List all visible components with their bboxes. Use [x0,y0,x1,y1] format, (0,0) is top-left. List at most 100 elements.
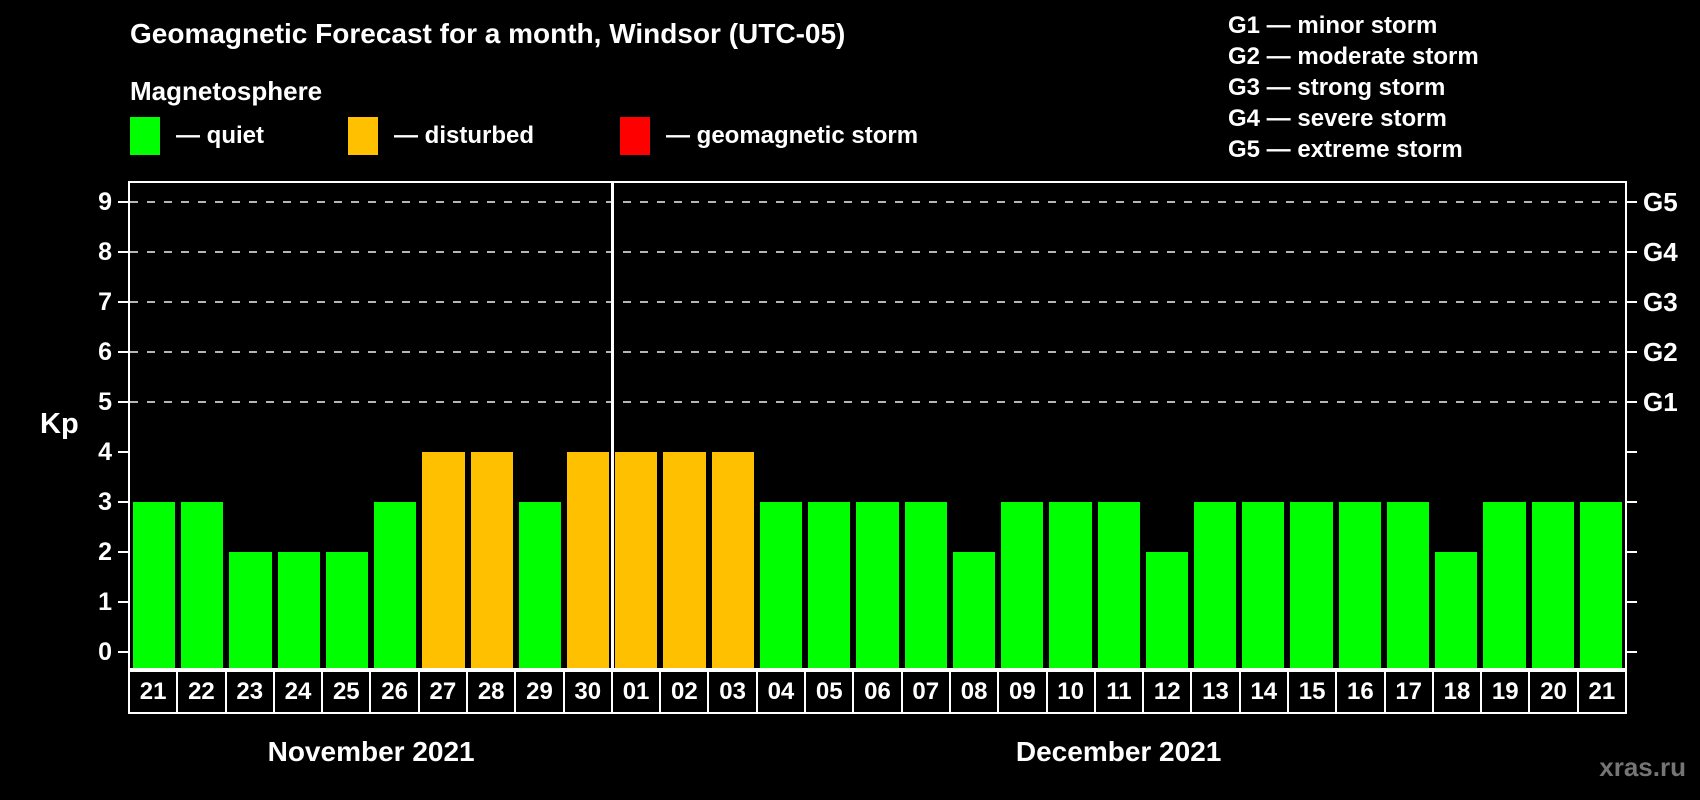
y-axis-tick-left [118,201,128,203]
y-tick-label: 0 [98,638,112,666]
kp-bar-day-08 [952,552,996,668]
y-axis-tick-right [1627,401,1637,403]
y-axis-tick-left [118,551,128,553]
y-tick-label: 4 [98,438,112,466]
day-label: 21 [1576,670,1625,714]
gridline-kp8 [130,251,1625,253]
kp-bar-day-01 [615,452,658,668]
legend-swatch-quiet [130,117,160,155]
plot-area: 0 1 2 3 4 5 6 7 8 9 G1 G2 G3 G4 G5 [98,181,1678,670]
day-label: 09 [997,670,1046,714]
kp-bar-day-14 [1242,502,1285,668]
page-title: Geomagnetic Forecast for a month, Windso… [130,18,846,49]
y-axis-tick-right [1627,451,1637,453]
day-label: 04 [755,670,805,714]
legend-item-storm: — geomagnetic storm [620,114,918,158]
day-label: 15 [1286,670,1336,714]
legend-item-quiet: — quiet [130,114,264,158]
y-tick-label: 1 [98,588,112,616]
day-label: 03 [707,670,756,714]
gridline-kp5 [130,401,1625,403]
kp-bar-day-04 [759,502,803,668]
day-label: 22 [176,670,225,714]
g-legend-line-5: G5 — extreme storm [1228,136,1463,163]
y-tick-label: 7 [98,288,112,316]
y-axis-tick-right [1627,351,1637,353]
y-tick-label: 2 [98,538,112,566]
kp-bar-day-20 [1531,502,1574,668]
day-label: 07 [900,670,949,714]
gridline-kp6 [130,351,1625,353]
watermark: xras.ru [1599,752,1686,782]
legend-label-quiet: — quiet [176,122,264,149]
g-axis-label-g2: G2 [1643,337,1678,367]
day-label: 24 [272,670,322,714]
x-axis-day-labels: 21 22 23 24 25 26 27 28 29 30 01 02 03 04 05 06 07 08 09 10… [128,670,1627,714]
y-axis-tick-right [1627,251,1637,253]
y-axis-tick-right [1627,201,1637,203]
y-axis-tick-right [1627,301,1637,303]
kp-bar-day-17 [1386,502,1430,668]
kp-bar-day-13 [1193,502,1237,668]
kp-bar-day-09 [1001,502,1044,668]
day-label: 02 [659,670,708,714]
g-axis-label-g3: G3 [1643,287,1678,317]
kp-bar-day-24 [277,552,320,668]
g-legend-line-1: G1 — minor storm [1228,12,1438,39]
day-label: 19 [1480,670,1529,714]
kp-bar-day-02 [663,452,706,668]
y-axis-tick-right [1627,601,1637,603]
kp-bar-day-18 [1435,552,1478,668]
y-axis-tick-left [118,651,128,653]
legend-swatch-disturbed [348,117,378,155]
kp-bar-day-06 [856,502,899,668]
day-label: 11 [1093,670,1143,714]
kp-bar-day-25 [325,552,369,668]
day-label: 05 [804,670,853,714]
kp-bar-day-23 [229,552,272,668]
y-axis-tick-right [1627,551,1637,553]
y-tick-label: 6 [98,338,112,366]
day-label: 28 [466,670,515,714]
kp-bar-day-10 [1049,502,1092,668]
day-label: 17 [1383,670,1432,714]
day-label: 16 [1335,670,1384,714]
y-axis-tick-left [118,501,128,503]
day-label: 26 [369,670,418,714]
day-label: 06 [852,670,901,714]
kp-bar-day-05 [808,502,851,668]
y-axis-tick-left [118,451,128,453]
g-axis-label-g1: G1 [1643,387,1678,417]
g-axis-label-g4: G4 [1643,237,1678,267]
legend-item-disturbed: — disturbed [348,114,534,158]
day-label: 12 [1142,670,1191,714]
y-axis-tick-left [118,251,128,253]
legend-label-storm: — geomagnetic storm [666,122,919,149]
kp-bar-day-22 [181,502,224,668]
day-label: 10 [1045,670,1094,714]
kp-bar-day-21 [133,502,176,668]
y-tick-label: 3 [98,488,112,516]
chart-subtitle: Magnetosphere [130,76,323,106]
kp-bar-day-19 [1483,502,1526,668]
kp-bar-day-27 [422,452,465,668]
kp-bar-day-26 [374,502,417,668]
y-axis-title: Kp [40,408,79,440]
y-tick-label: 9 [98,188,112,216]
month-label-1: December 2021 [1015,736,1222,767]
day-label: 13 [1190,670,1239,714]
g-legend-line-4: G4 — severe storm [1228,105,1447,132]
y-axis-tick-right [1627,501,1637,503]
kp-bar-day-28 [470,452,513,668]
g-legend-line-2: G2 — moderate storm [1228,43,1479,70]
day-label: 23 [224,670,273,714]
day-label: 08 [948,670,998,714]
day-label: 18 [1431,670,1481,714]
kp-bar-day-30 [567,452,610,668]
day-label: 27 [417,670,467,714]
day-label: 30 [562,670,611,714]
day-label: 01 [610,670,660,714]
y-axis-tick-left [118,601,128,603]
g-legend-line-3: G3 — strong storm [1228,74,1446,101]
y-axis-tick-left [118,301,128,303]
